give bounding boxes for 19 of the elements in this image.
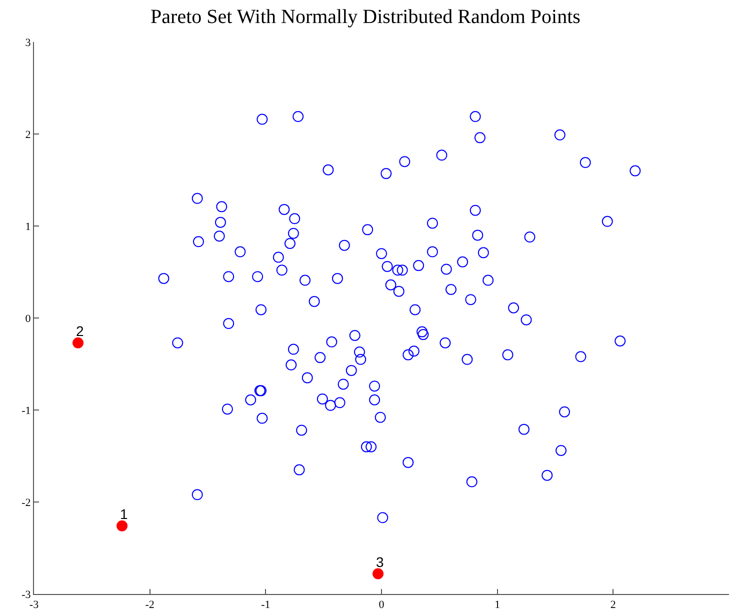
x-tick-label: -1 <box>261 599 270 612</box>
y-tick-label: -2 <box>22 496 31 509</box>
point <box>72 337 84 348</box>
annotation: 1 <box>120 506 128 522</box>
point <box>372 568 384 580</box>
y-tick-label: 2 <box>25 128 31 141</box>
x-tick-label: 1 <box>494 599 500 612</box>
x-tick-label: 0 <box>378 599 385 612</box>
y-tick-label: 1 <box>25 220 31 233</box>
y-tick-label: -3 <box>22 588 32 601</box>
y-tick-label: -1 <box>22 404 31 417</box>
x-tick-label: 2 <box>610 599 616 612</box>
annotation: 3 <box>376 554 384 570</box>
point <box>116 520 128 532</box>
x-tick-label: -2 <box>145 599 154 612</box>
y-tick-label: 0 <box>25 312 32 325</box>
y-tick-label: 3 <box>25 36 32 49</box>
chart-title: Pareto Set With Normally Distributed Random Points <box>150 6 581 28</box>
annotation: 2 <box>76 323 84 339</box>
